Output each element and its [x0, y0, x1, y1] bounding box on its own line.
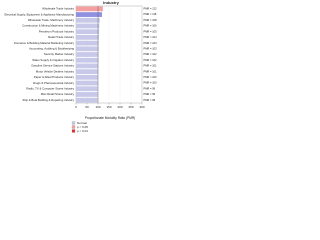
x-tick-label: 50 — [85, 105, 89, 109]
category-label: Misc Retail Stores Industry — [41, 92, 75, 96]
value-label: PMR = 103 — [144, 46, 158, 50]
legend-label: Normal — [77, 121, 87, 125]
category-label: Paper & Allied Products Industry — [34, 75, 75, 79]
category-label: Accounting, Auditing & Bookkeeping — [29, 47, 74, 51]
category-label: Electrical Supply, Equipment & Appliance… — [5, 12, 75, 16]
x-tick-label: 150 — [106, 105, 111, 109]
value-label: PMR = 102 — [144, 52, 158, 56]
x-tick-label: 250 — [128, 105, 133, 109]
legend-swatch — [71, 121, 76, 125]
value-label: PMR = 106 — [144, 24, 158, 28]
bar — [76, 6, 103, 12]
x-tick-label: 0 — [75, 105, 77, 109]
legend-label: p < 0.05 — [77, 125, 88, 129]
value-label: PMR = 104 — [144, 35, 158, 39]
bar — [76, 52, 99, 57]
bar — [76, 40, 99, 46]
value-label: PMR = 105 — [144, 29, 158, 33]
bar — [76, 92, 98, 97]
category-label: Motor Vehicle Dealers Industry — [36, 69, 75, 73]
category-label: Wholesale Trade, Machinery Industry — [28, 18, 75, 22]
value-label: PMR = 98 — [144, 98, 156, 102]
value-label: PMR = 100 — [144, 75, 158, 79]
bar — [76, 74, 98, 80]
category-label: Gasoline Service Stations Industry — [31, 64, 74, 68]
bar — [76, 46, 99, 52]
value-label: PMR = 100 — [144, 81, 158, 85]
category-label: Wholesale Trade Industry — [42, 7, 74, 11]
x-tick-label: 200 — [117, 105, 122, 109]
category-label: Radio, TV & Computer Stores Industry — [26, 86, 74, 90]
value-label: PMR = 101 — [144, 69, 158, 73]
bar — [76, 80, 98, 86]
bar — [76, 69, 99, 75]
bar — [76, 34, 99, 40]
category-label: Security Market Industry — [44, 52, 75, 56]
bar — [76, 17, 100, 23]
category-label: Retail Trade Industry — [48, 35, 74, 39]
category-label: Water Supply & Irrigation Industry — [32, 58, 74, 62]
category-label: Drugs & Pharmaceutical Industry — [33, 81, 74, 85]
x-tick-label: 100 — [95, 105, 100, 109]
chart: Industry Proportionate Mortality Ratio (… — [5, 0, 158, 133]
value-label: PMR = 108 — [144, 18, 158, 22]
category-label: Insurance & Building Material Marketing … — [14, 41, 75, 45]
bar — [76, 57, 99, 63]
legend-swatch — [71, 125, 76, 129]
x-tick-label: 300 — [139, 105, 144, 109]
bar — [76, 29, 100, 35]
bar — [76, 63, 99, 69]
bar — [76, 97, 98, 103]
value-label: PMR = 102 — [144, 58, 158, 62]
value-label: PMR = 99 — [144, 86, 156, 90]
x-axis-title: Proportionate Mortality Ratio (PMR) — [85, 116, 136, 120]
value-label: PMR = 99 — [144, 92, 156, 96]
bar — [76, 12, 102, 17]
bar — [76, 86, 98, 92]
value-label: PMR = 122 — [144, 7, 158, 11]
category-label: Petroleum Products Industry — [39, 29, 75, 33]
value-label: PMR = 101 — [144, 64, 158, 68]
category-label: Ship & Boat Building & Repairing Industr… — [22, 98, 74, 102]
bar — [76, 23, 100, 29]
legend-swatch — [71, 129, 76, 133]
chart-title: Industry — [103, 0, 120, 5]
value-label: PMR = 103 — [144, 41, 158, 45]
legend-label: p < 0.01 — [77, 129, 88, 133]
value-label: PMR = 118 — [144, 12, 157, 16]
category-label: Construction & Mining Machinery Industry — [22, 24, 74, 28]
